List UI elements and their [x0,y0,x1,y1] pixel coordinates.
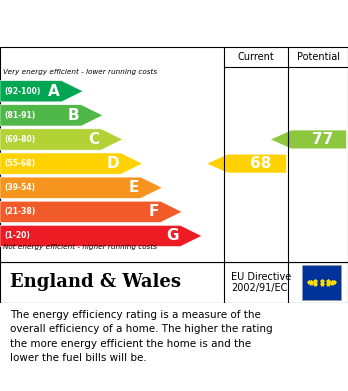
Text: 77: 77 [312,132,333,147]
Text: EU Directive
2002/91/EC: EU Directive 2002/91/EC [231,272,292,293]
Text: The energy efficiency rating is a measure of the
overall efficiency of a home. T: The energy efficiency rating is a measur… [10,310,273,363]
Text: F: F [149,204,159,219]
Text: D: D [106,156,119,171]
Polygon shape [0,153,142,174]
Polygon shape [0,225,202,247]
Text: Energy Efficiency Rating: Energy Efficiency Rating [10,14,258,32]
Text: (81-91): (81-91) [4,111,35,120]
Text: Potential: Potential [296,52,340,62]
Text: England & Wales: England & Wales [10,273,181,292]
Polygon shape [0,81,83,102]
Text: E: E [129,180,139,195]
Text: 68: 68 [250,156,271,171]
Text: (55-68): (55-68) [4,159,35,168]
Polygon shape [0,177,162,198]
Text: B: B [68,108,80,123]
Text: (1-20): (1-20) [4,231,30,240]
Text: (92-100): (92-100) [4,87,41,96]
Bar [302,265,341,300]
Polygon shape [206,154,286,173]
Text: (69-80): (69-80) [4,135,35,144]
Text: (39-54): (39-54) [4,183,35,192]
Text: A: A [48,84,60,99]
Text: Not energy efficient - higher running costs: Not energy efficient - higher running co… [3,244,158,250]
Text: (21-38): (21-38) [4,207,35,216]
Text: Very energy efficient - lower running costs: Very energy efficient - lower running co… [3,68,158,75]
Polygon shape [0,105,103,126]
Polygon shape [0,129,122,150]
Polygon shape [270,130,346,149]
Text: G: G [166,228,179,244]
Text: Current: Current [238,52,275,62]
Polygon shape [0,201,182,222]
Text: C: C [88,132,100,147]
